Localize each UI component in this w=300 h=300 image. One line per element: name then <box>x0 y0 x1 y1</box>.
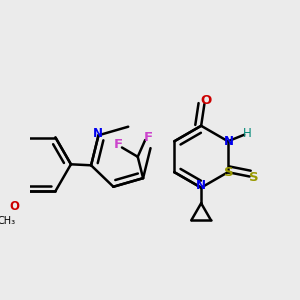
Text: N: N <box>92 128 102 140</box>
Text: O: O <box>9 200 19 213</box>
Text: O: O <box>200 94 212 107</box>
Text: CH₃: CH₃ <box>0 216 16 226</box>
Text: F: F <box>144 131 153 144</box>
Text: S: S <box>248 171 258 184</box>
Text: F: F <box>114 138 123 151</box>
Text: N: N <box>224 135 234 148</box>
Text: H: H <box>243 127 252 140</box>
Text: S: S <box>224 166 233 179</box>
Text: N: N <box>196 179 206 192</box>
